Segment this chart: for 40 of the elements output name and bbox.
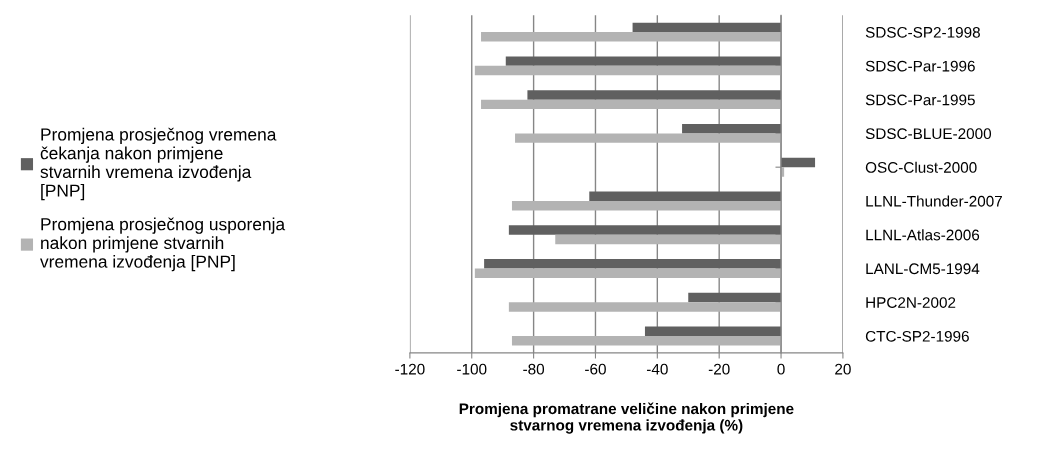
bar <box>481 99 782 110</box>
x-tick-label: -60 <box>585 363 606 375</box>
bar <box>555 234 782 245</box>
bar <box>527 90 782 100</box>
x-tick-label: -100 <box>457 363 487 375</box>
x-tick-label: -20 <box>708 363 730 375</box>
x-tick-label: 20 <box>835 363 851 375</box>
x-tick-label: -40 <box>646 363 668 375</box>
y-tick-label: SDSC-Par-1995 <box>865 94 975 106</box>
x-tick-label: -80 <box>523 363 545 375</box>
y-tick-label: SDSC-SP2-1998 <box>865 26 980 38</box>
x-axis-title: Promjena promatrane veličine nakon primjene stvarnog vremena izvođenja (%) <box>459 402 794 434</box>
bar <box>511 200 782 211</box>
legend-label: Promjena prosječnog usporenja nakon primjene stvarnih vremena izvođenja [PNP] <box>40 217 286 272</box>
y-tick-label: LANL-CM5-1994 <box>866 263 980 275</box>
y-tick-label: CTC-SP2-1996 <box>865 330 969 342</box>
x-tick-label: 0 <box>777 363 785 375</box>
y-tick-label: SDSC-BLUE-2000 <box>865 128 992 140</box>
y-tick-label: SDSC-Par-1996 <box>865 60 975 72</box>
bar <box>632 22 782 33</box>
bar <box>481 32 782 42</box>
y-tick-label: LLNL-Thunder-2007 <box>866 195 1002 207</box>
bar <box>508 302 782 312</box>
y-tick-label: HPC2N-2002 <box>866 297 956 308</box>
bar <box>589 191 782 201</box>
y-tick-label: OSC-Clust-2000 <box>865 161 977 173</box>
bar <box>781 157 816 168</box>
bar <box>474 65 782 76</box>
bar <box>484 259 782 269</box>
bar <box>644 326 782 337</box>
bar <box>515 133 782 143</box>
y-tick-label: LLNL-Atlas-2006 <box>866 229 980 241</box>
bar <box>505 56 782 66</box>
bar <box>474 268 782 278</box>
bar <box>508 225 782 235</box>
legend-label: Promjena prosječnog vremena čekanja nakon primjene stvarnih vremena izvođenja [PNP] <box>40 127 277 201</box>
bar <box>682 123 782 134</box>
x-tick-label: -120 <box>395 363 425 375</box>
bar <box>511 336 782 346</box>
bar <box>688 292 782 303</box>
